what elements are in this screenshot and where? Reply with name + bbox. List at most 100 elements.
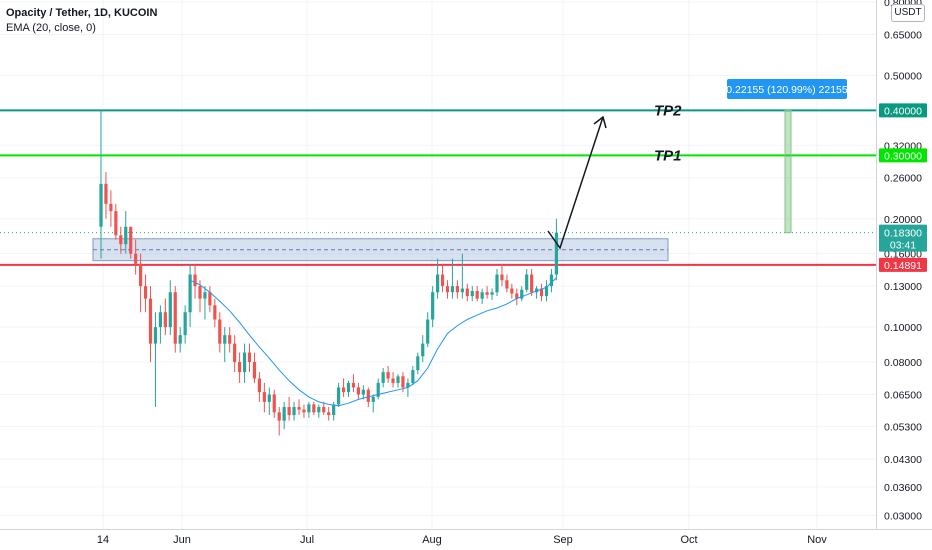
tp-annotation-tp2: TP2 [654, 102, 682, 119]
candle-body [247, 352, 252, 363]
candle-body [257, 378, 261, 393]
candle-body [460, 288, 464, 293]
candle-body [500, 274, 504, 281]
x-tick-label: Jun [173, 534, 191, 546]
candle-body [282, 407, 286, 421]
candle-body [525, 274, 529, 290]
candle-body [183, 312, 187, 336]
candle-body [272, 394, 276, 413]
candle-body [495, 274, 499, 293]
price-badge-label: 0.30000 [884, 150, 922, 162]
candle-body [124, 226, 128, 245]
candle-body [109, 203, 113, 212]
candle-body [327, 412, 331, 416]
candle-body [544, 286, 549, 297]
y-tick-label: 0.65000 [884, 29, 922, 41]
candle-body [371, 396, 375, 402]
candle-body [530, 274, 534, 293]
arrow-head [593, 115, 607, 129]
candle-body [267, 394, 271, 402]
candle-body [401, 376, 405, 388]
candle-body [228, 335, 232, 344]
tp-annotation-tp1: TP1 [654, 147, 682, 164]
y-tick-label: 0.03600 [884, 482, 922, 494]
candle-body [223, 335, 227, 344]
candle-body [168, 292, 172, 328]
candle-body [361, 389, 365, 395]
candle-body [554, 232, 558, 275]
candle-body [465, 288, 469, 297]
y-tick-label: 0.20000 [884, 214, 922, 226]
candle-body [193, 274, 197, 287]
candle-body [470, 291, 474, 297]
candle-body [376, 382, 380, 397]
candle-body [510, 288, 514, 294]
candles [99, 110, 558, 436]
candle-body [312, 404, 316, 413]
candle-body [520, 289, 524, 299]
candle-body [277, 412, 281, 421]
candle-body [178, 335, 182, 344]
candle-body [356, 387, 360, 395]
candle-body [317, 407, 321, 413]
projection-arrow [547, 115, 607, 250]
y-tick-label: 0.06500 [884, 389, 922, 401]
candle-body [341, 387, 346, 393]
tp-annotations: TP2 TP1 [654, 102, 682, 164]
candle-body [134, 253, 138, 264]
time-axis[interactable]: 14 Jun Jul Aug Sep Oct Nov [97, 534, 827, 546]
y-tick-label: 0.08000 [884, 357, 922, 369]
price-range-measure[interactable]: 0.22155 (120.99%) 22155 [726, 79, 848, 234]
price-badge [879, 148, 927, 163]
measure-label: 0.22155 (120.99%) 22155 [726, 84, 848, 96]
price-badge-label: 0.14891 [884, 260, 922, 272]
y-tick-label: 0.16000 [884, 249, 922, 261]
candle-body [242, 352, 247, 373]
candle-body [346, 382, 351, 393]
current-price-label: 0.18300 [884, 228, 922, 240]
candle-body [475, 291, 479, 299]
price-badge-label: 0.40000 [884, 105, 922, 117]
candle-body [440, 274, 445, 287]
candle-body [426, 319, 430, 344]
candle-body [485, 292, 489, 295]
candle-body [297, 407, 301, 410]
y-tick-label: 0.50000 [884, 70, 922, 82]
candle-body [337, 387, 341, 405]
y-tick-label: 0.10000 [884, 322, 922, 334]
candle-body [416, 356, 420, 371]
candle-body [218, 319, 222, 344]
candle-timer-label: 03:41 [890, 240, 916, 252]
candle-body [535, 288, 539, 293]
current-price-badge [879, 224, 927, 252]
symbol-title: Opacity / Tether, 1D, KUCOIN [6, 7, 158, 19]
candle-body [515, 293, 519, 299]
candle-body [445, 286, 450, 293]
candle-body [213, 305, 217, 320]
x-tick-label: Jul [300, 534, 314, 546]
candle-body [233, 343, 237, 363]
y-tick-label: 0.05300 [884, 421, 922, 433]
y-tick-label: 0.03000 [884, 510, 922, 522]
currency-unit-button[interactable]: USDT [891, 4, 925, 22]
candle-body [99, 183, 103, 227]
candle-body [252, 362, 257, 379]
candle-body [351, 382, 356, 388]
candle-body [421, 343, 425, 357]
candle-body [287, 407, 291, 416]
candle-body [208, 292, 212, 306]
candle-body [198, 286, 202, 299]
arrow-path [547, 116, 604, 250]
candle-body [381, 372, 385, 383]
candle-body [262, 392, 266, 402]
x-tick-label: Nov [807, 534, 827, 546]
candle-body [480, 292, 484, 299]
candle-body [292, 407, 296, 416]
candle-body [366, 389, 370, 402]
candle-body [549, 274, 554, 287]
candle-body [238, 362, 242, 373]
candle-body [490, 292, 494, 295]
candle-body [139, 263, 143, 287]
